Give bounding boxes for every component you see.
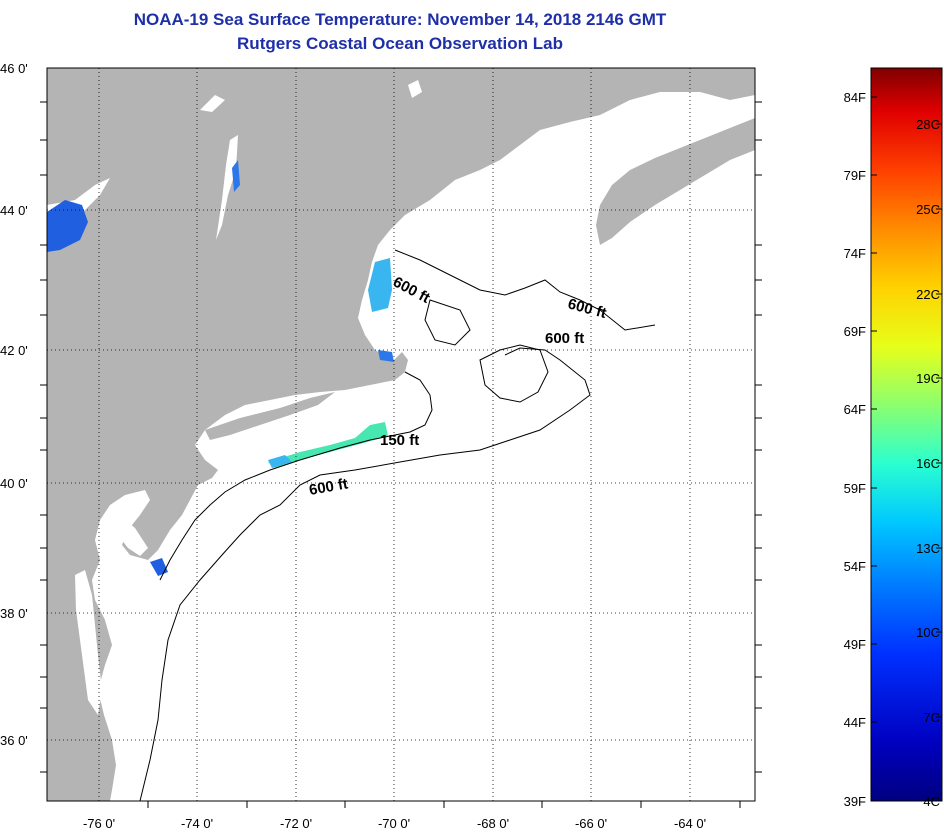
colorbar-label-f: 49F (844, 637, 866, 652)
lon-label: -76 0' (83, 816, 115, 831)
colorbar-ticks (871, 96, 942, 723)
land-cape-cod (392, 352, 408, 372)
map-frame (46, 67, 756, 802)
lon-label: -72 0' (280, 816, 312, 831)
colorbar-label-f: 84F (844, 90, 866, 105)
lat-label: 40 0' (0, 476, 28, 491)
land-long-island (205, 392, 335, 440)
colorbar-label-f: 54F (844, 559, 866, 574)
colorbar-label-c: 22C (916, 287, 940, 302)
colorbar-label-c: 10C (916, 625, 940, 640)
colorbar-label-f: 59F (844, 481, 866, 496)
colorbar-label-c: 25C (916, 202, 940, 217)
sst-patch-lake-ontario (47, 200, 88, 252)
colorbar-label-f: 39F (844, 794, 866, 809)
colorbar-label-c: 13C (916, 541, 940, 556)
colorbar (870, 67, 943, 802)
land-mainland (47, 68, 755, 801)
colorbar-label-c: 28C (916, 117, 940, 132)
map-subtitle: Rutgers Coastal Ocean Observation Lab (237, 34, 563, 53)
colorbar-label-f: 79F (844, 168, 866, 183)
lon-label: -68 0' (477, 816, 509, 831)
sst-patch-delaware (150, 558, 168, 576)
depth-label-600ft: 600 ft (308, 475, 350, 499)
lon-label: -66 0' (575, 816, 607, 831)
colorbar-label-c: 16C (916, 456, 940, 471)
contour-600ft-gulf-maine (394, 249, 656, 331)
depth-label-600ft: 600 ft (545, 330, 584, 347)
lon-label: -70 0' (378, 816, 410, 831)
lat-label: 36 0' (0, 733, 28, 748)
axis-ticks (40, 101, 762, 808)
land-nova-scotia (596, 118, 755, 245)
colorbar-label-f: 44F (844, 715, 866, 730)
sst-patch-maine (368, 258, 392, 312)
contour-600ft-shelf (139, 347, 591, 801)
lat-label: 38 0' (0, 606, 28, 621)
lon-label: -64 0' (674, 816, 706, 831)
colorbar-label-c: 19C (916, 371, 940, 386)
contour-150ft (159, 371, 433, 581)
colorbar-label-f: 74F (844, 246, 866, 261)
map-title: NOAA-19 Sea Surface Temperature: Novembe… (133, 10, 667, 29)
colorbar-label-c: 7C (923, 710, 940, 725)
colorbar-label-f: 64F (844, 402, 866, 417)
depth-label-150ft: 150 ft (380, 432, 419, 449)
colorbar-label-f: 69F (844, 324, 866, 339)
sst-patch-gulf-stream (268, 422, 388, 468)
lon-label: -74 0' (181, 816, 213, 831)
lat-label: 46 0' (0, 61, 28, 76)
colorbar-label-c: 4C (923, 794, 940, 809)
lat-label: 44 0' (0, 203, 28, 218)
lat-label: 42 0' (0, 343, 28, 358)
